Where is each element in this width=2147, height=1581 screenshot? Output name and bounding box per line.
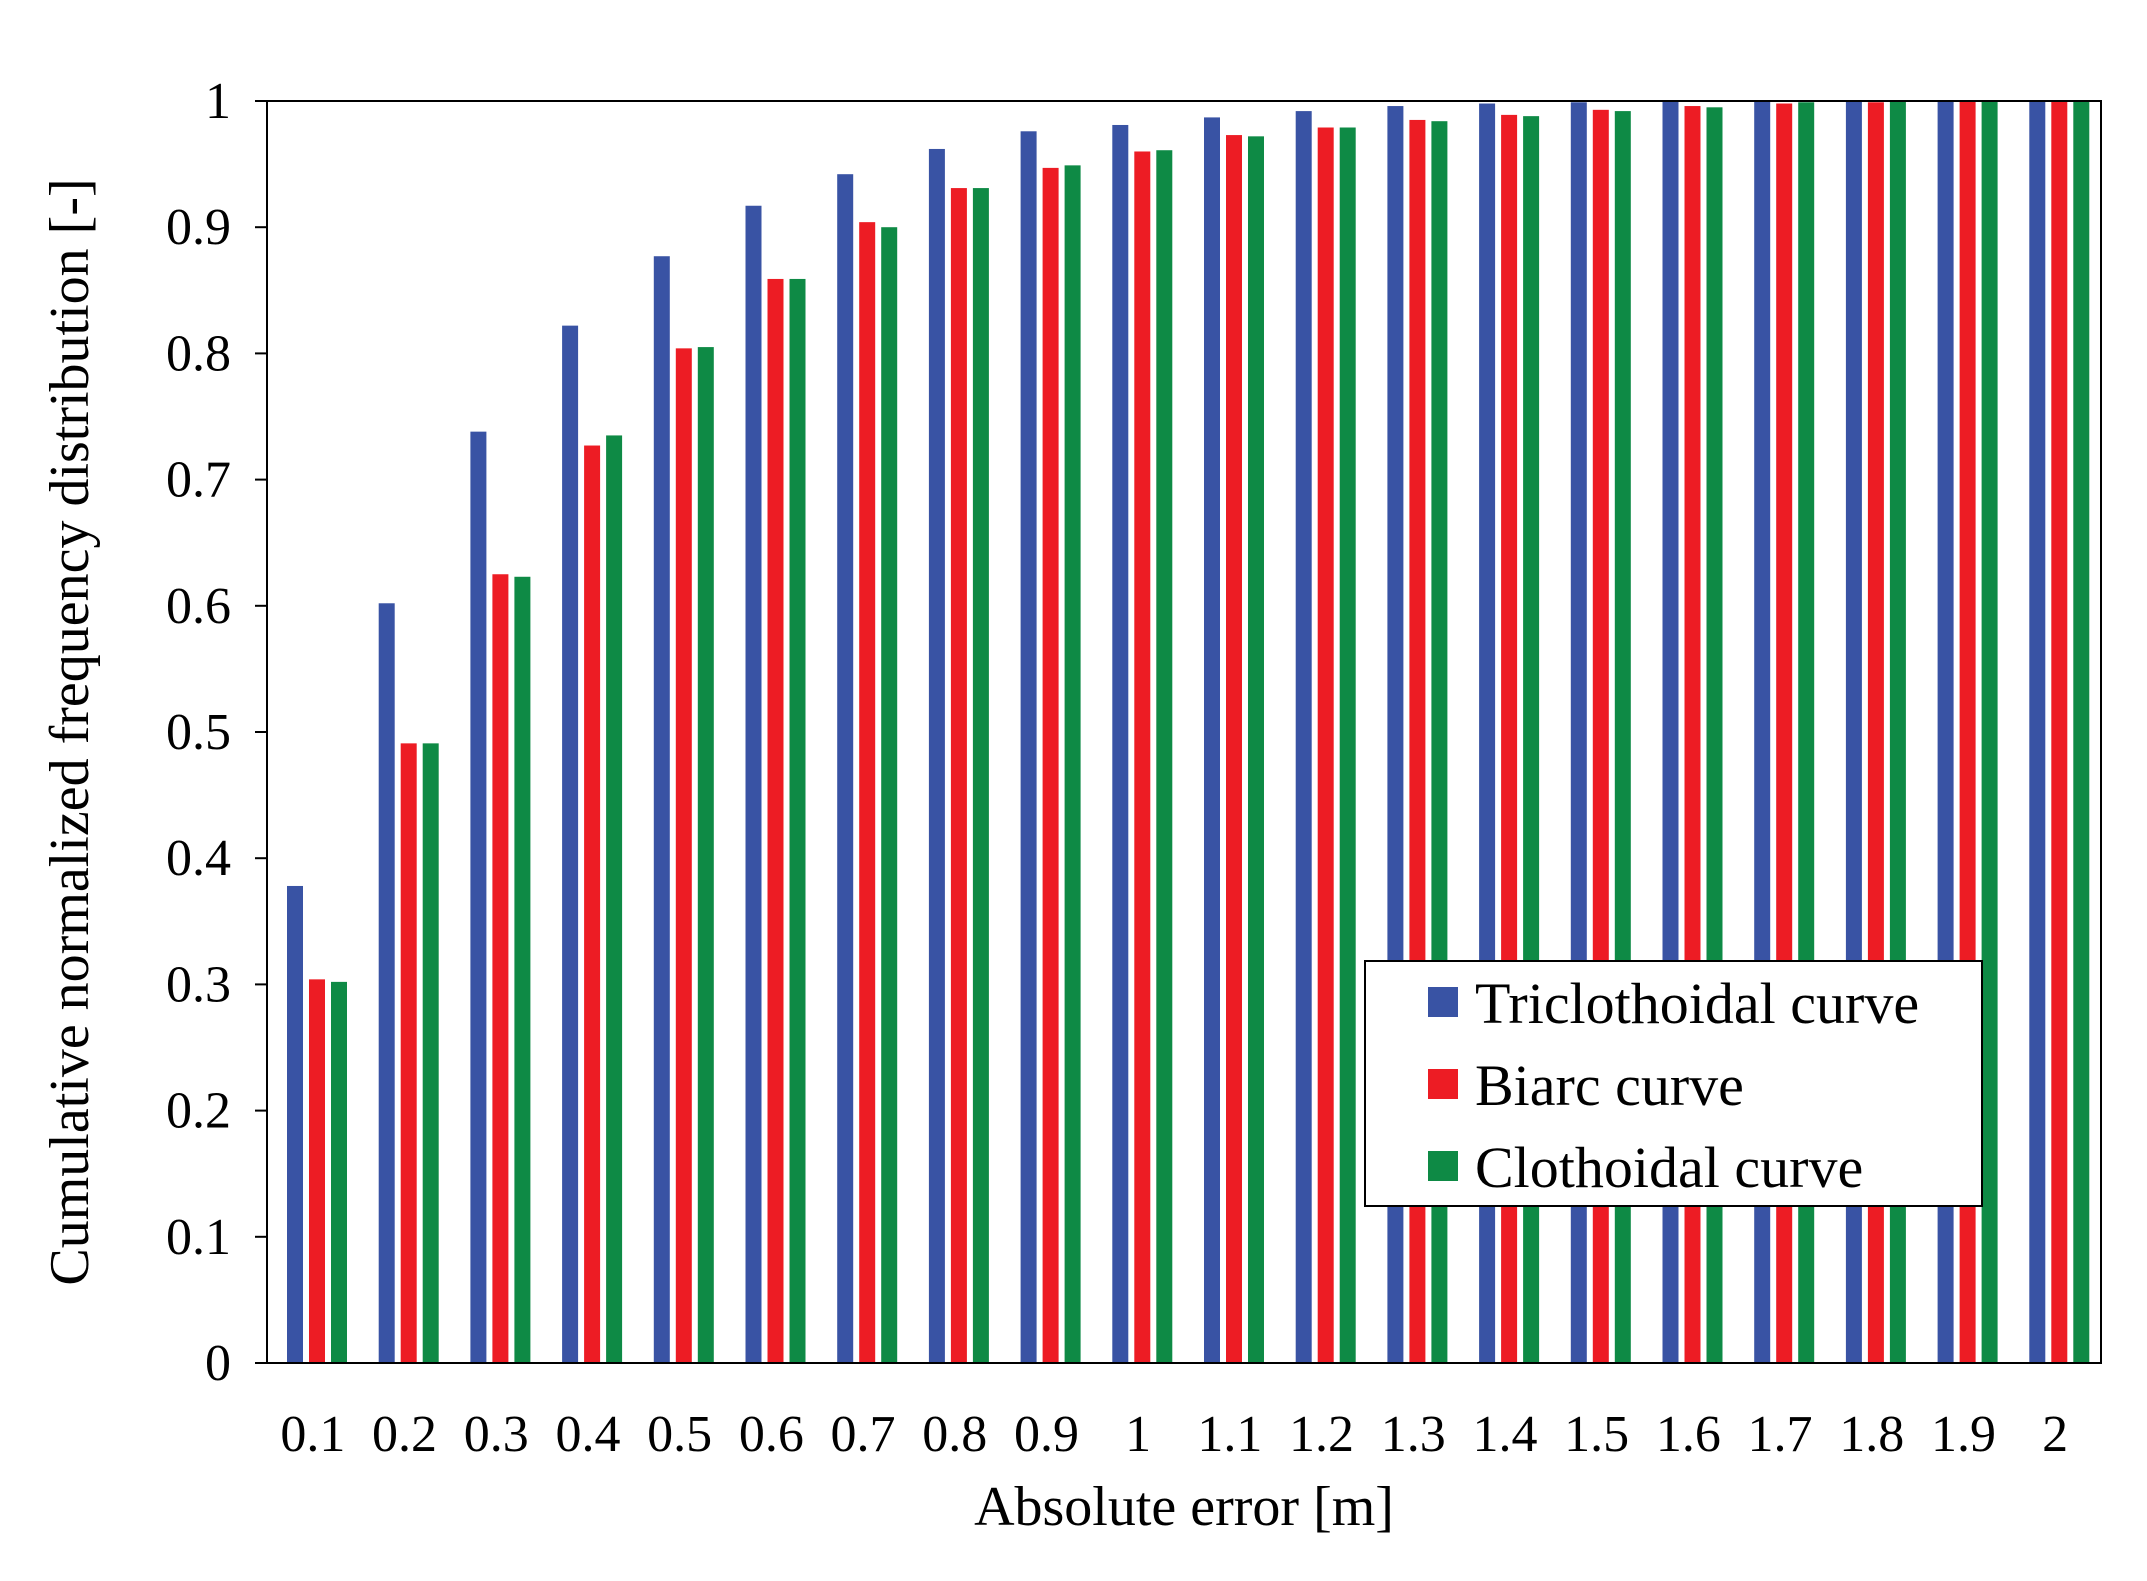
- y-tick-label: 0: [205, 1335, 231, 1392]
- bar-biarc-1.1: [1226, 135, 1242, 1364]
- x-tick-label: 1.2: [1289, 1406, 1354, 1463]
- legend-box: [1364, 960, 1983, 1207]
- y-tick-label: 0.9: [166, 199, 231, 256]
- y-tick-label: 0.2: [166, 1083, 231, 1140]
- legend-swatch-clothoidal: [1428, 1151, 1458, 1181]
- bar-clothoidal-0.6: [789, 278, 806, 1363]
- legend-swatch-biarc: [1428, 1069, 1458, 1099]
- y-tick-label: 0.6: [166, 578, 231, 635]
- y-tick-label: 0.4: [166, 830, 231, 887]
- bar-triclothoidal-2: [2029, 101, 2046, 1363]
- x-tick-label: 0.2: [372, 1406, 437, 1463]
- bar-biarc-0.5: [675, 348, 692, 1363]
- y-tick-label: 0.3: [166, 956, 231, 1013]
- y-tick-label: 0.5: [166, 704, 231, 761]
- bar-biarc-0.7: [859, 222, 876, 1364]
- legend-label-clothoidal: Clothoidal curve: [1475, 1135, 1863, 1200]
- x-tick-label: 0.7: [831, 1406, 896, 1463]
- y-tick-label: 0.7: [166, 452, 231, 509]
- bar-triclothoidal-1.2: [1295, 111, 1312, 1364]
- bar-biarc-0.4: [584, 445, 601, 1363]
- x-tick-label: 1.6: [1656, 1406, 1721, 1463]
- bar-triclothoidal-0.9: [1020, 131, 1037, 1364]
- y-axis: 0 0.1 0.2 0.3 0.4 0.5 0.6 0.7 0.8 0.9 1: [166, 73, 267, 1392]
- x-tick-label: 1.4: [1472, 1406, 1537, 1463]
- x-axis: 0.1 0.2 0.3 0.4 0.5 0.6 0.7 0.8 0.9 1 1.1 1.2 1.3 1.4…: [280, 1406, 2068, 1463]
- y-tick-label: 0.8: [166, 325, 231, 382]
- x-tick-label: 0.8: [922, 1406, 987, 1463]
- x-tick-label: 0.9: [1014, 1406, 1079, 1463]
- bar-clothoidal-0.9: [1064, 165, 1081, 1363]
- bar-clothoidal-1.2: [1339, 127, 1356, 1364]
- y-axis-label: Cumulative normalized frequency distribu…: [39, 178, 101, 1285]
- bar-triclothoidal-1.1: [1204, 117, 1220, 1363]
- x-tick-label: 1.5: [1564, 1406, 1629, 1463]
- x-tick-label: 1.1: [1197, 1406, 1262, 1463]
- legend-swatch-triclothoidal: [1428, 987, 1458, 1017]
- bar-triclothoidal-0.5: [653, 256, 670, 1363]
- bar-biarc-0.8: [950, 188, 967, 1363]
- bar-clothoidal-0.4: [606, 435, 623, 1363]
- bar-biarc-0.3: [492, 574, 509, 1363]
- x-tick-label: 1: [1125, 1406, 1151, 1463]
- x-tick-label: 0.3: [464, 1406, 529, 1463]
- bar-clothoidal-0.2: [422, 743, 439, 1363]
- bar-biarc-0.6: [767, 278, 784, 1363]
- bar-triclothoidal-0.7: [837, 174, 854, 1363]
- legend: Triclothoidal curve Biarc curve Clothoid…: [1364, 960, 1983, 1207]
- y-tick-label: 1: [205, 73, 231, 130]
- bar-clothoidal-0.5: [697, 347, 714, 1364]
- bar-clothoidal-0.3: [514, 576, 531, 1363]
- bar-biarc-0.9: [1042, 167, 1059, 1364]
- bar-triclothoidal-0.6: [745, 205, 762, 1364]
- legend-label-biarc: Biarc curve: [1475, 1053, 1744, 1118]
- x-tick-label: 2: [2042, 1406, 2068, 1463]
- x-axis-label: Absolute error [m]: [974, 1476, 1394, 1538]
- bar-triclothoidal-0.3: [470, 431, 487, 1363]
- legend-label-triclothoidal: Triclothoidal curve: [1475, 971, 1919, 1036]
- x-tick-label: 1.7: [1748, 1406, 1813, 1463]
- bar-clothoidal-1.1: [1248, 136, 1264, 1364]
- y-tick-label: 0.1: [166, 1209, 231, 1266]
- bar-biarc-0.2: [400, 743, 417, 1363]
- bar-clothoidal-0.7: [881, 227, 898, 1364]
- bar-triclothoidal-0.8: [928, 148, 945, 1363]
- bar-biarc-1.2: [1317, 127, 1334, 1364]
- x-tick-label: 0.5: [647, 1406, 712, 1463]
- x-tick-label: 0.1: [280, 1406, 345, 1463]
- x-tick-label: 0.6: [739, 1406, 804, 1463]
- bar-triclothoidal-0.1: [287, 885, 303, 1363]
- bar-triclothoidal-0.4: [562, 325, 579, 1363]
- bar-clothoidal-1: [1156, 150, 1173, 1363]
- x-tick-label: 1.9: [1931, 1406, 1996, 1463]
- bar-clothoidal-1.9: [1981, 101, 1998, 1363]
- bar-clothoidal-0.8: [972, 188, 989, 1363]
- x-tick-label: 1.8: [1839, 1406, 1904, 1463]
- bar-triclothoidal-0.2: [378, 603, 395, 1363]
- bar-triclothoidal-1: [1112, 124, 1129, 1363]
- bar-clothoidal-2: [2073, 101, 2090, 1363]
- x-tick-label: 1.3: [1381, 1406, 1446, 1463]
- bar-biarc-0.1: [309, 979, 325, 1363]
- bar-biarc-2: [2051, 101, 2068, 1363]
- x-tick-label: 0.4: [555, 1406, 620, 1463]
- bar-clothoidal-0.1: [331, 981, 347, 1363]
- bar-biarc-1: [1134, 151, 1151, 1364]
